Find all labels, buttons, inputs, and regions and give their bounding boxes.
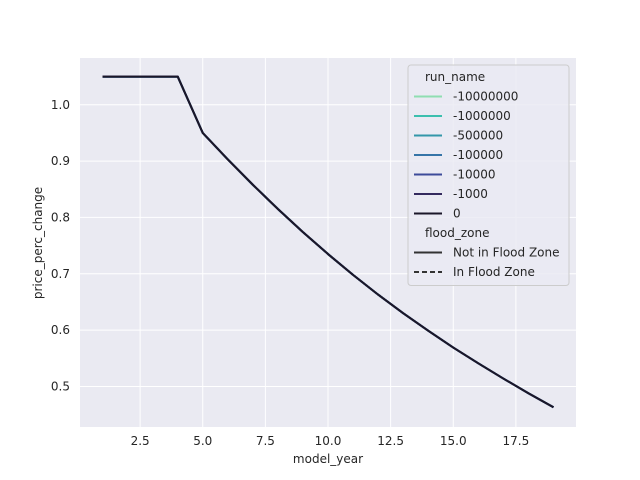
x-tick-label: 5.0 (193, 434, 212, 448)
y-axis-label: price_perc_change (31, 187, 45, 299)
legend-entry-label: Not in Flood Zone (453, 246, 560, 260)
legend-group-title: flood_zone (425, 226, 490, 240)
legend-entry-label: In Flood Zone (453, 265, 535, 279)
legend-entry-label: -100000 (453, 148, 503, 162)
y-tick-label: 1.0 (51, 98, 70, 112)
legend-entry-label: -500000 (453, 129, 503, 143)
x-tick-label: 15.0 (440, 434, 467, 448)
x-tick-label: 2.5 (131, 434, 150, 448)
x-tick-labels: 2.5 5.0 7.5 10.0 12.5 15.0 17.5 (131, 434, 530, 448)
x-tick-label: 12.5 (377, 434, 404, 448)
x-tick-label: 17.5 (503, 434, 530, 448)
legend: run_name-10000000-1000000-500000-100000-… (407, 64, 570, 286)
x-axis-label: model_year (293, 452, 363, 466)
legend-entry-label: -1000000 (453, 109, 511, 123)
legend-entry-label: -10000 (453, 168, 496, 182)
x-tick-label: 7.5 (256, 434, 275, 448)
series-lines (102, 75, 554, 409)
y-tick-label: 0.8 (51, 210, 70, 224)
y-tick-label: 0.5 (51, 379, 70, 393)
y-tick-labels: 0.5 0.6 0.7 0.8 0.9 1.0 (51, 98, 70, 394)
series-line (102, 75, 554, 409)
legend-entry-label: -10000000 (453, 90, 518, 104)
y-tick-label: 0.9 (51, 154, 70, 168)
legend-group-title: run_name (425, 70, 485, 84)
x-tick-label: 10.0 (315, 434, 342, 448)
legend-entry-label: -1000 (453, 187, 488, 201)
y-tick-label: 0.7 (51, 267, 70, 281)
legend-box (407, 64, 570, 286)
legend-entry-label: 0 (453, 207, 461, 221)
y-tick-label: 0.6 (51, 323, 70, 337)
